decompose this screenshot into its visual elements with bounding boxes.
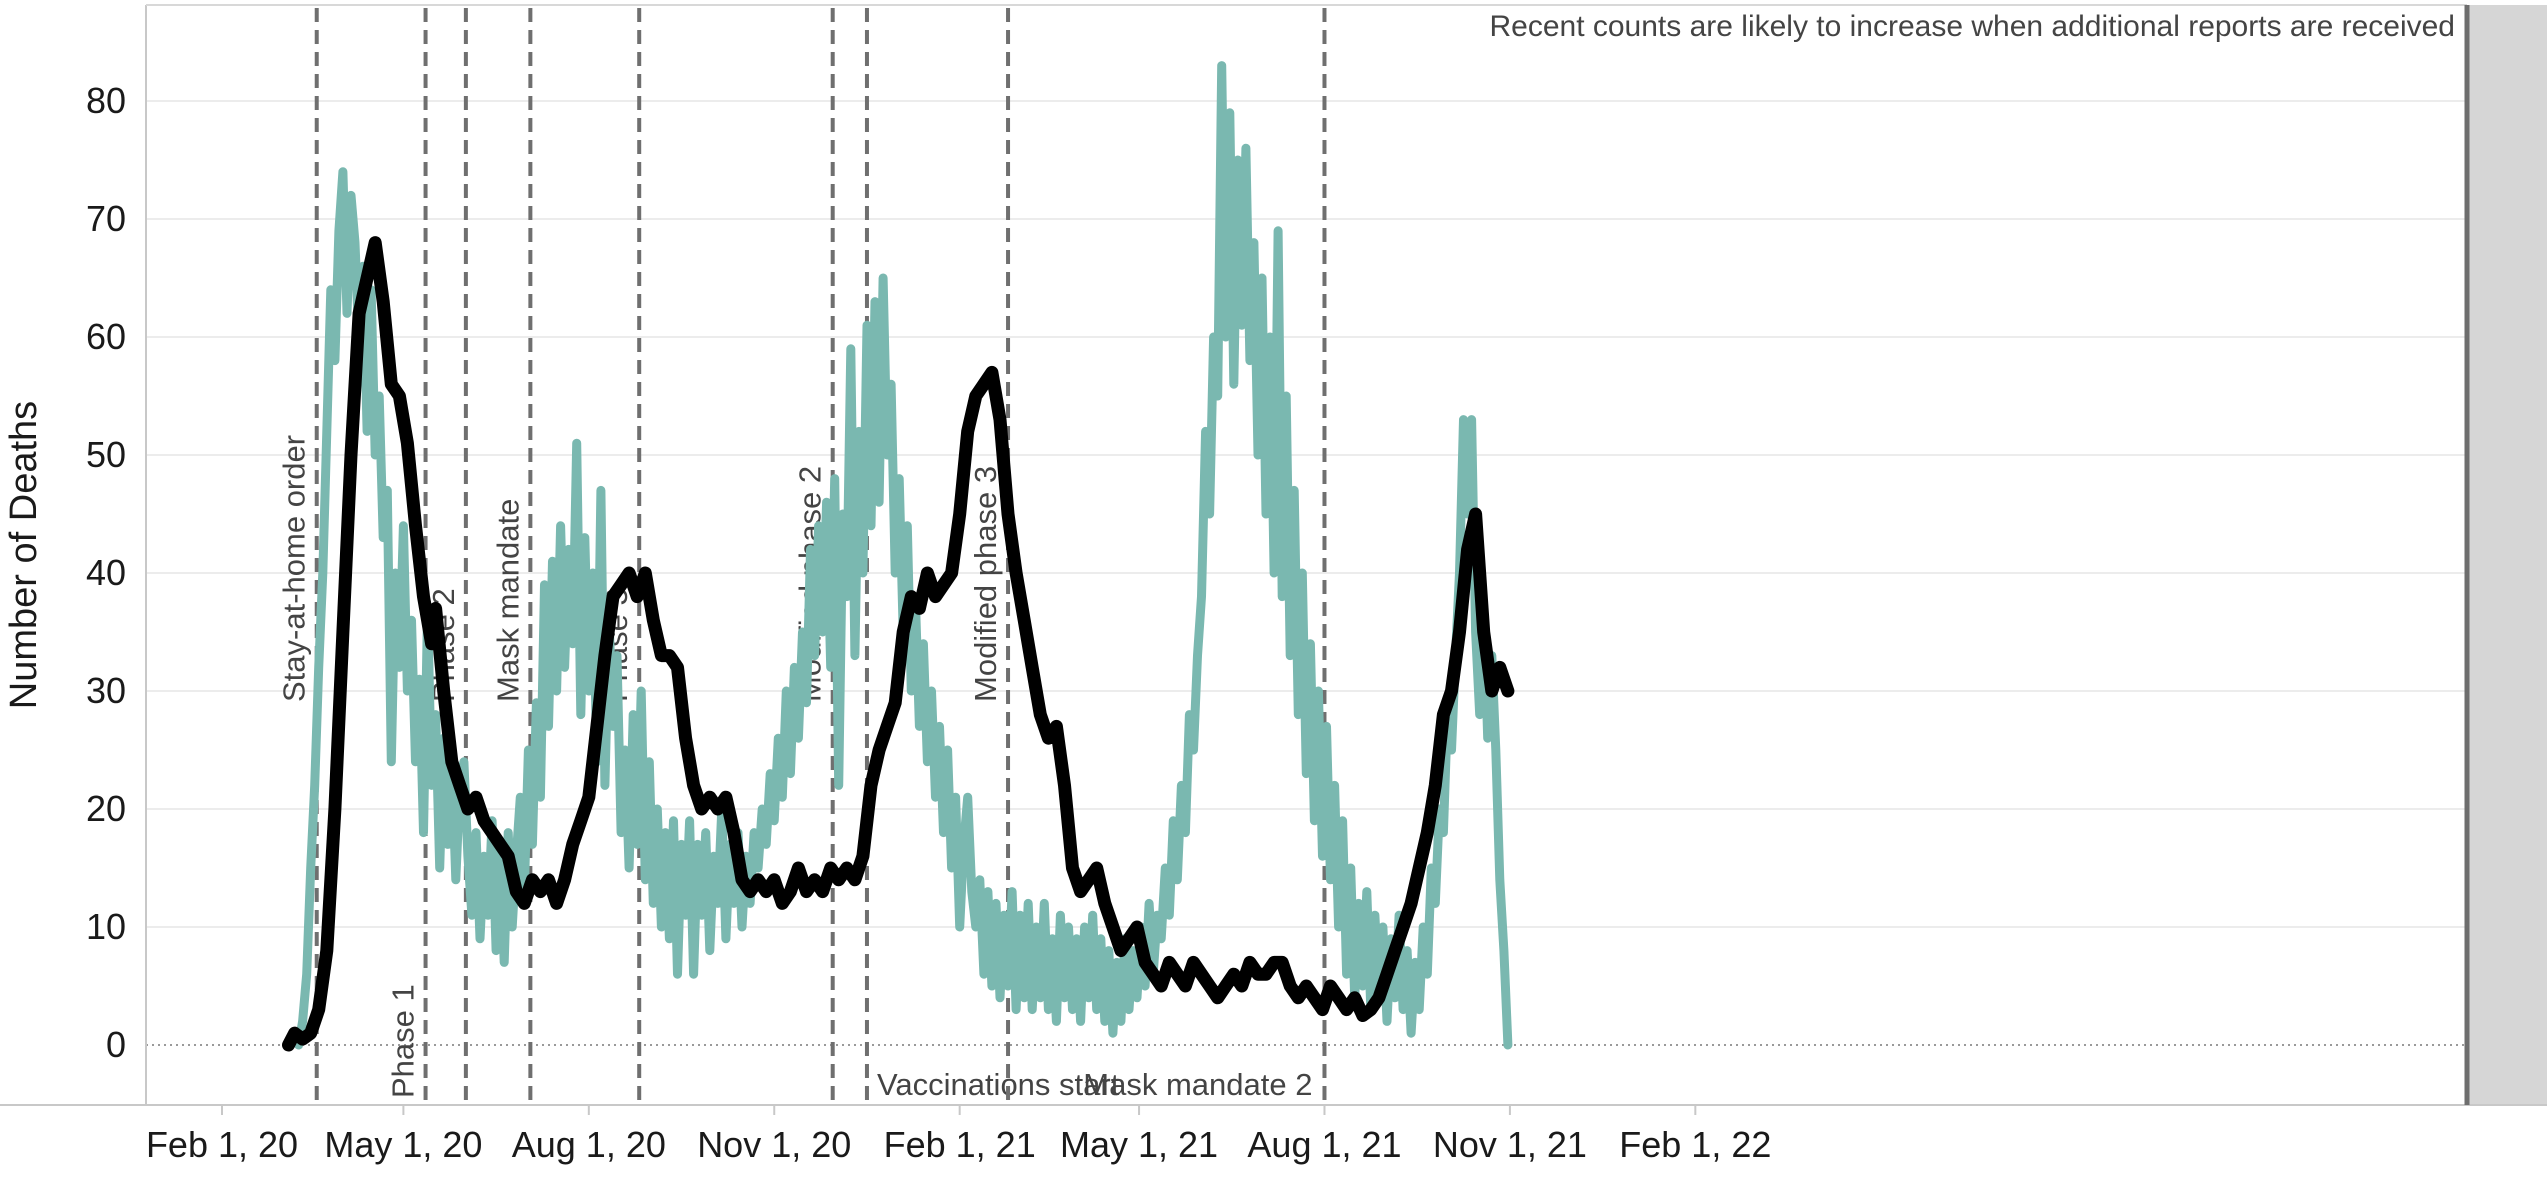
x-tick-label: Nov 1, 21 [1433, 1124, 1587, 1165]
y-axis-title: Number of Deaths [3, 401, 45, 709]
x-tick-label: Aug 1, 20 [512, 1124, 666, 1165]
y-tick-label: 30 [86, 670, 126, 711]
x-tick-label: May 1, 20 [324, 1124, 482, 1165]
y-tick-label: 80 [86, 80, 126, 121]
event-label: Stay-at-home order [277, 435, 312, 702]
x-tick-label: May 1, 21 [1060, 1124, 1218, 1165]
event-label: Vaccinations start [877, 1067, 1120, 1102]
y-tick-label: 0 [106, 1024, 126, 1065]
event-label: Mask mandate 2 [1083, 1067, 1312, 1102]
y-tick-label: 10 [86, 906, 126, 947]
rolling-average-line [282, 236, 1515, 1052]
x-tick-label: Feb 1, 22 [1619, 1124, 1771, 1165]
series-lines [282, 61, 1515, 1052]
y-axis-ticks: 0 10 20 30 40 50 60 70 80 [86, 80, 126, 1065]
event-label: Mask mandate [490, 499, 525, 702]
y-tick-label: 50 [86, 434, 126, 475]
event-label: Phase 1 [386, 984, 421, 1098]
y-tick-label: 60 [86, 316, 126, 357]
x-tick-label: Aug 1, 21 [1247, 1124, 1401, 1165]
recent-counts-note: Recent counts are likely to increase whe… [1489, 10, 2455, 43]
daily-deaths-line [284, 61, 1513, 1050]
x-tick-label: Feb 1, 21 [884, 1124, 1036, 1165]
y-tick-label: 20 [86, 788, 126, 829]
x-tick-label: Nov 1, 20 [697, 1124, 851, 1165]
event-label: Modified phase 3 [968, 466, 1003, 702]
y-tick-label: 70 [86, 198, 126, 239]
recent-period-shade [2467, 5, 2547, 1105]
y-tick-label: 40 [86, 552, 126, 593]
x-axis-ticks: Feb 1, 20 May 1, 20 Aug 1, 20 Nov 1, 20 Feb … [146, 1105, 1771, 1165]
x-tick-label: Feb 1, 20 [146, 1124, 298, 1165]
